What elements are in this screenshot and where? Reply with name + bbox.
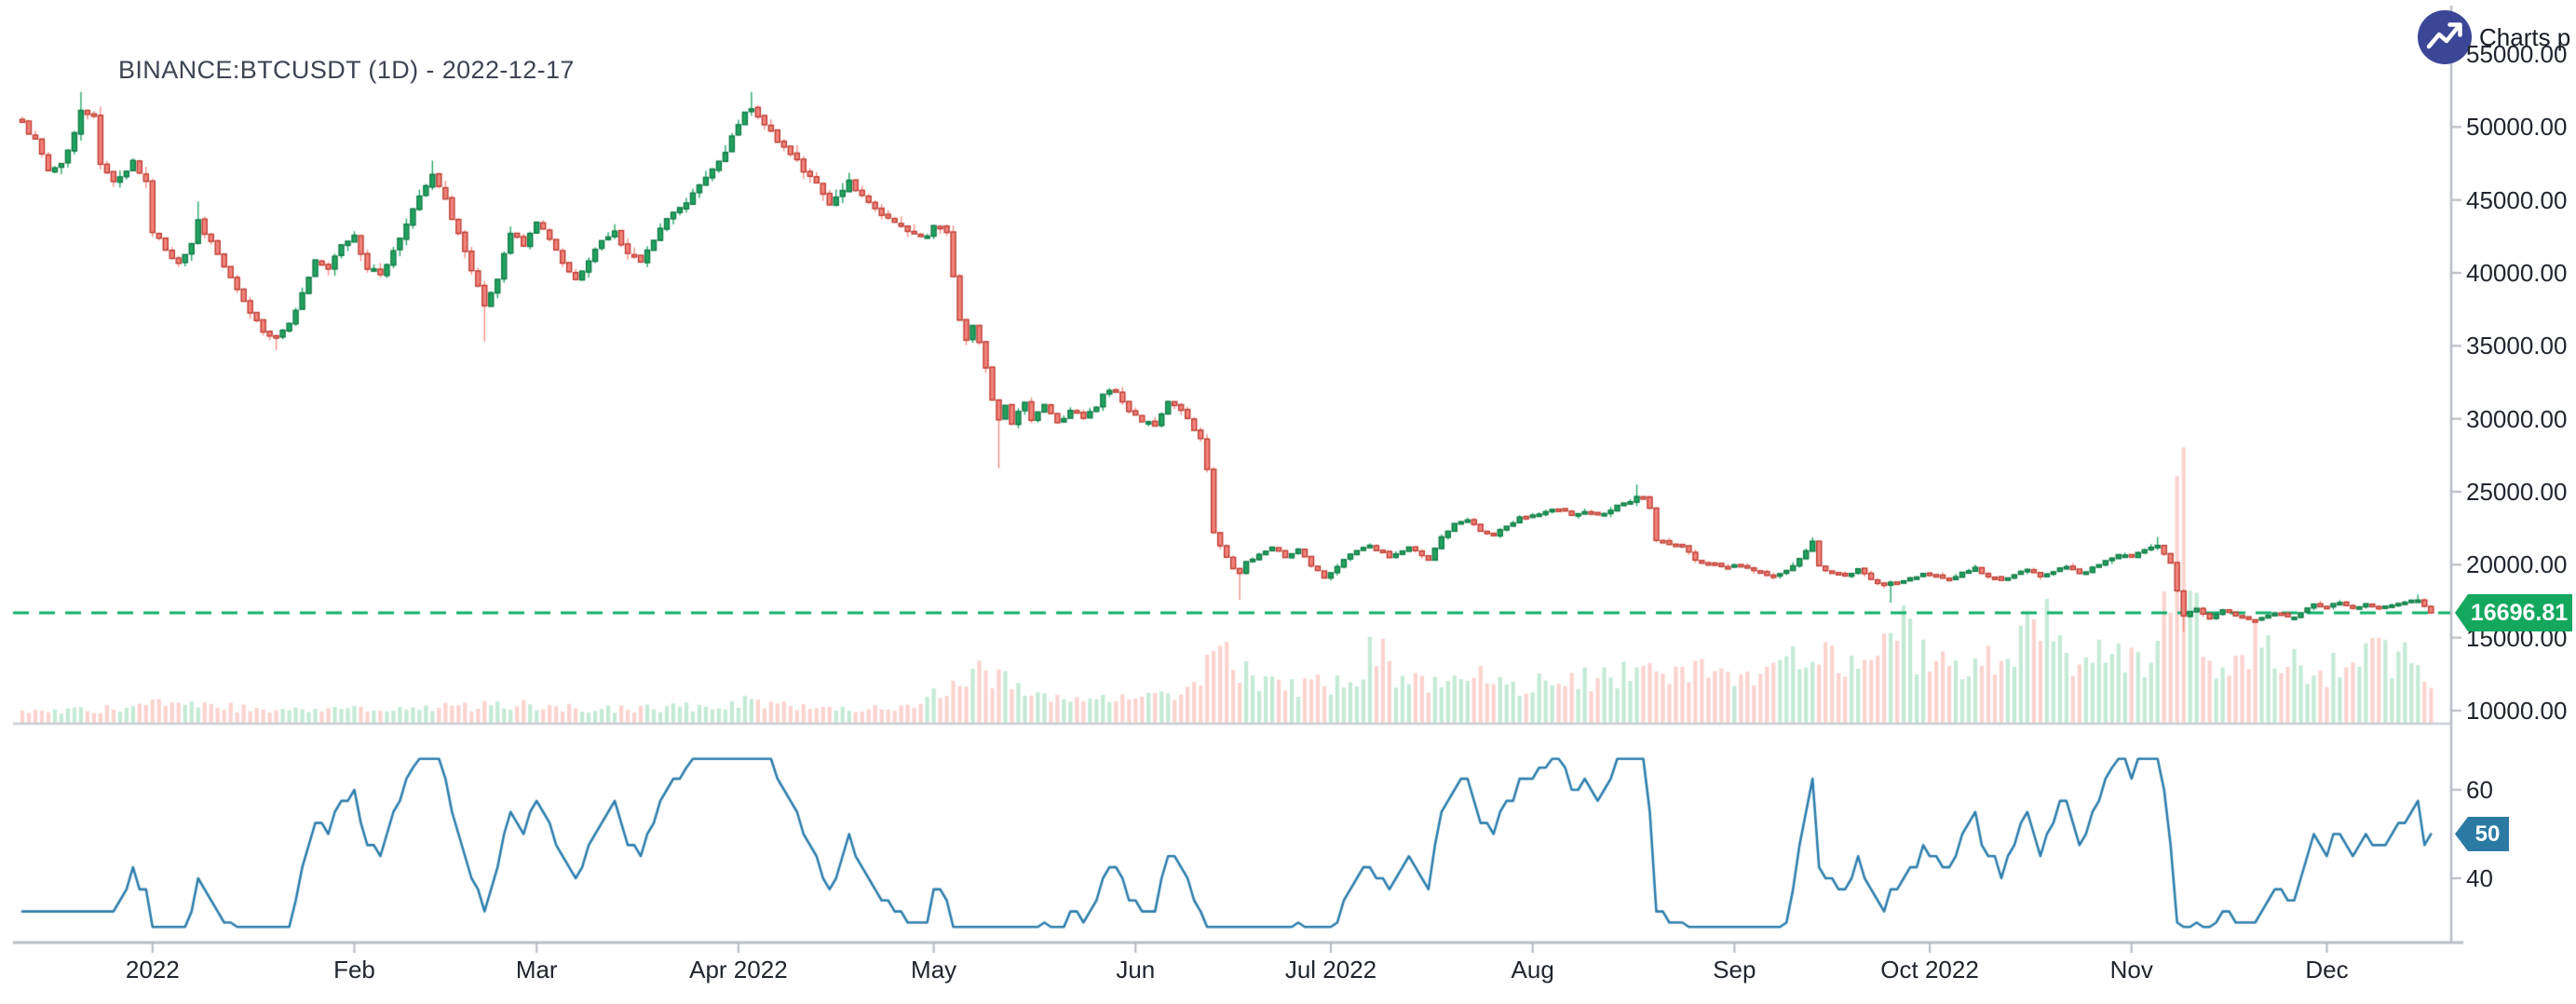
price-tick-label: 45000.00	[2466, 185, 2568, 214]
rsi-tick-label: 60	[2466, 776, 2493, 804]
time-tick-label: Aug	[1511, 956, 1554, 984]
chart-title: BINANCE:BTCUSDT (1D) - 2022-12-17	[118, 56, 575, 84]
price-tick-label: 35000.00	[2466, 332, 2568, 360]
price-tick-label: 55000.00	[2466, 40, 2568, 68]
time-tick-label: Dec	[2305, 956, 2349, 984]
price-tick-label: 40000.00	[2466, 259, 2568, 287]
rsi-value: 50	[2474, 821, 2501, 847]
time-tick-label: Mar	[515, 956, 558, 984]
price-tick-label: 20000.00	[2466, 550, 2568, 579]
time-tick-label: Jul 2022	[1284, 956, 1377, 984]
time-tick-label: Apr 2022	[689, 956, 788, 984]
brand-watermark: Charts p	[2418, 10, 2570, 64]
rsi-tick-label: 40	[2466, 864, 2493, 892]
last-price-badge: 16696.81	[2455, 594, 2572, 631]
price-tick-label: 50000.00	[2466, 113, 2568, 142]
time-tick-label: Sep	[1713, 956, 1756, 984]
last-price-value: 16696.81	[2470, 599, 2569, 626]
price-tick-label: 30000.00	[2466, 404, 2568, 433]
price-tick-label: 25000.00	[2466, 478, 2568, 506]
time-tick-label: Feb	[333, 956, 375, 984]
time-tick-label: Nov	[2109, 956, 2153, 984]
time-tick-label: Jun	[1116, 956, 1156, 984]
time-tick-label: Oct 2022	[1880, 956, 1979, 984]
rsi-value-badge: 50	[2455, 817, 2509, 851]
time-tick-label: May	[911, 956, 957, 984]
brand-text: Charts p	[2479, 22, 2571, 51]
trending-up-icon	[2418, 10, 2472, 64]
time-tick-label: 2022	[125, 956, 180, 984]
price-tick-label: 10000.00	[2466, 697, 2568, 725]
